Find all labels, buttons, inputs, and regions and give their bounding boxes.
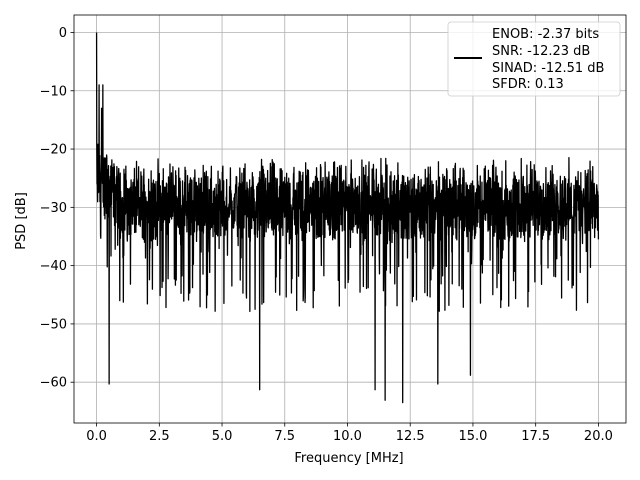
- x-axis-label: Frequency [MHz]: [294, 451, 403, 466]
- legend-snr: SNR: -12.23 dB: [492, 44, 590, 59]
- y-tick-label: −20: [40, 143, 67, 158]
- x-tick-label: 5.0: [212, 429, 233, 444]
- x-tick-label: 0.0: [86, 429, 107, 444]
- y-tick-label: −50: [40, 317, 67, 332]
- x-tick-label: 10.0: [333, 429, 362, 444]
- legend-sinad: SINAD: -12.51 dB: [492, 61, 604, 76]
- x-tick-label: 12.5: [396, 429, 425, 444]
- x-tick-label: 15.0: [458, 429, 487, 444]
- y-tick-label: −60: [40, 376, 67, 391]
- y-tick-label: 0: [59, 26, 67, 41]
- plot-frame: [73, 14, 627, 424]
- x-tick-label: 7.5: [274, 429, 295, 444]
- x-tick-label: 20.0: [584, 429, 613, 444]
- legend-box: [447, 21, 621, 97]
- y-axis-ticks: 0 −10 −20 −30 −40 −50 −60: [40, 26, 74, 391]
- y-tick-label: −40: [40, 259, 67, 274]
- x-tick-label: 2.5: [149, 429, 170, 444]
- psd-line: [95, 32, 600, 404]
- x-axis-ticks: 0.0 2.5 5.0 7.5 10.0 12.5 15.0 17.5 20.0: [86, 423, 613, 444]
- legend-sfdr: SFDR: 0.13: [492, 77, 564, 92]
- y-tick-label: −10: [40, 84, 67, 99]
- psd-series: [95, 32, 600, 404]
- y-tick-label: −30: [40, 201, 67, 216]
- legend: ENOB: -2.37 bits SNR: -12.23 dB SINAD: -…: [447, 21, 621, 97]
- x-tick-label: 17.5: [521, 429, 550, 444]
- y-axis-label: PSD [dB]: [14, 192, 29, 250]
- legend-enob: ENOB: -2.37 bits: [492, 27, 599, 42]
